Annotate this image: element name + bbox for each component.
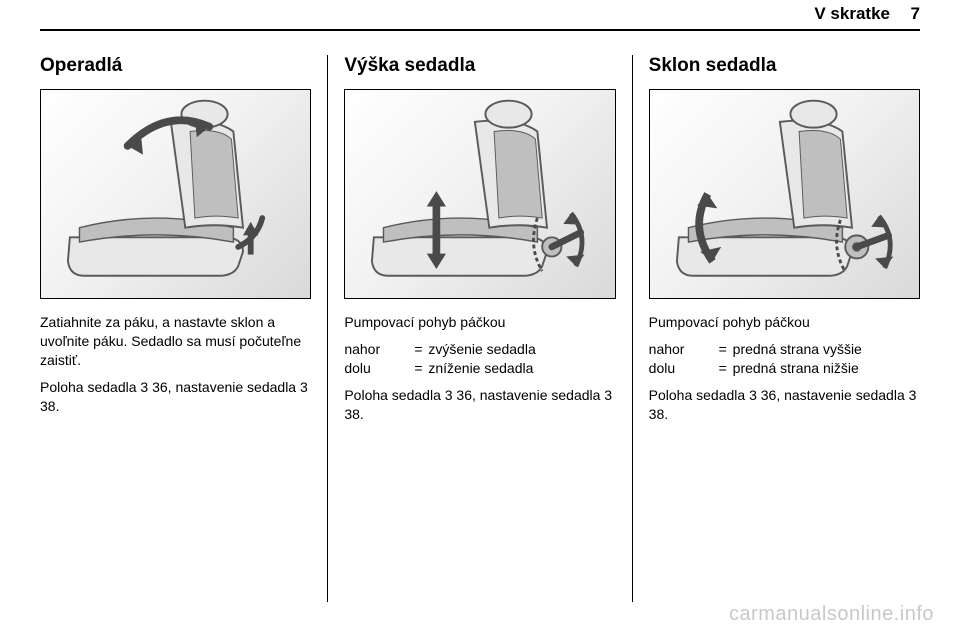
- kv-row: nahor = zvýšenie sedadla: [344, 340, 615, 359]
- column-backrest: Operadlá: [40, 55, 327, 602]
- column-height: Výška sedadla: [328, 55, 631, 602]
- kv-key: nahor: [649, 340, 719, 359]
- seat-svg: [345, 90, 614, 298]
- kv-key: dolu: [344, 359, 414, 378]
- column-tilt: Sklon sedadla: [633, 55, 920, 602]
- page-header: V skratke 7: [0, 0, 960, 38]
- kv-key: nahor: [344, 340, 414, 359]
- paragraph: Zatiahnite za páku, a nastavte sklon a u…: [40, 313, 311, 370]
- seat-svg: [650, 90, 919, 298]
- lead-text: Pumpovací pohyb páčkou: [344, 313, 615, 332]
- kv-val: zníženie sedadla: [428, 359, 615, 378]
- kv-eq: =: [414, 340, 428, 359]
- content-columns: Operadlá: [40, 55, 920, 602]
- paragraph: Poloha sedadla 3 36, nastavenie sedadla …: [649, 386, 920, 424]
- seat-illustration-backrest: [40, 89, 311, 299]
- section-title: V skratke: [814, 4, 890, 24]
- kv-row: dolu = predná strana nižšie: [649, 359, 920, 378]
- kv-table: nahor = predná strana vyššie dolu = pred…: [649, 340, 920, 378]
- kv-val: zvýšenie sedadla: [428, 340, 615, 359]
- kv-val: predná strana nižšie: [733, 359, 920, 378]
- column-title: Operadlá: [40, 55, 311, 77]
- watermark: carmanualsonline.info: [729, 603, 934, 626]
- seat-illustration-tilt: [649, 89, 920, 299]
- seat-svg: [41, 90, 310, 298]
- header-rule: [40, 29, 920, 31]
- kv-eq: =: [414, 359, 428, 378]
- paragraph: Poloha sedadla 3 36, nastavenie sedadla …: [40, 378, 311, 416]
- seat-illustration-height: [344, 89, 615, 299]
- column-title: Sklon sedadla: [649, 55, 920, 77]
- kv-row: dolu = zníženie sedadla: [344, 359, 615, 378]
- kv-eq: =: [719, 340, 733, 359]
- kv-val: predná strana vyššie: [733, 340, 920, 359]
- page-number: 7: [911, 4, 920, 24]
- kv-row: nahor = predná strana vyššie: [649, 340, 920, 359]
- manual-page: V skratke 7 Operadlá: [0, 0, 960, 642]
- kv-table: nahor = zvýšenie sedadla dolu = zníženie…: [344, 340, 615, 378]
- kv-eq: =: [719, 359, 733, 378]
- kv-key: dolu: [649, 359, 719, 378]
- lead-text: Pumpovací pohyb páčkou: [649, 313, 920, 332]
- paragraph: Poloha sedadla 3 36, nastavenie sedadla …: [344, 386, 615, 424]
- column-title: Výška sedadla: [344, 55, 615, 77]
